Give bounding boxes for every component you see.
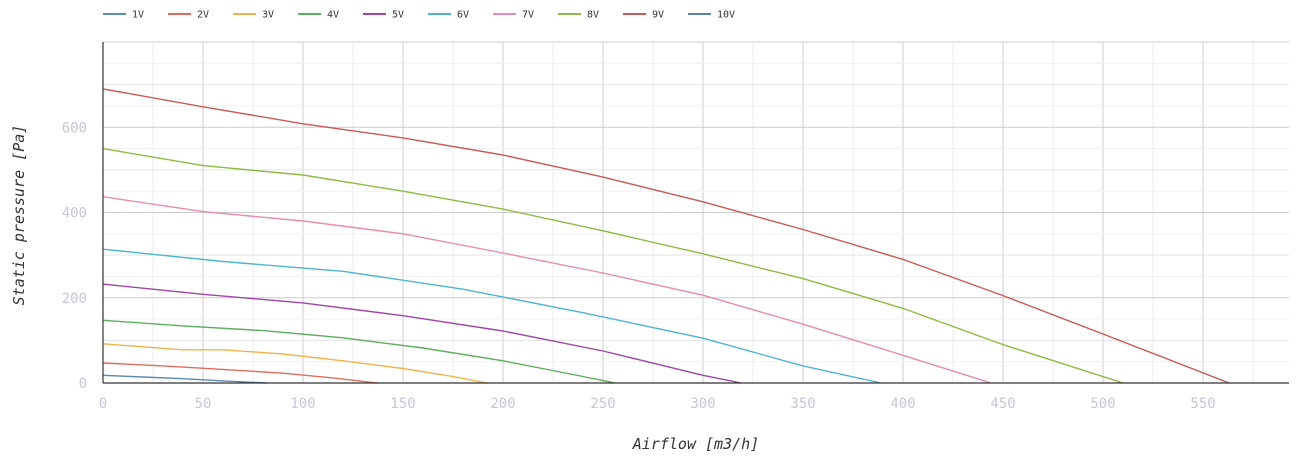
x-tick-label: 400 [890,396,915,412]
x-tick-label: 200 [490,396,515,412]
tick-labels: 0 50 100 150 200 250 300 350 400 450 500 550 0 200 400… [62,120,1216,412]
legend-label: 5V [392,10,404,21]
legend: 1V 2V 3V 4V 5V 6V 7V 8V 9V 10V [103,10,735,21]
legend-label: 9V [652,10,664,21]
series-line-4V [102,319,616,384]
legend-item-8V[interactable]: 8V [558,10,599,21]
axes [102,42,1289,384]
legend-label: 10V [717,10,735,21]
x-tick-label: 350 [790,396,815,412]
legend-label: 4V [327,10,339,21]
series-line-1V [102,374,268,384]
legend-item-5V[interactable]: 5V [363,10,404,21]
series-line-6V [102,248,882,384]
legend-label: 6V [457,10,469,21]
series-line-5V [102,283,742,384]
x-tick-label: 550 [1190,396,1215,412]
y-tick-label: 200 [62,291,87,307]
x-axis-title: Airflow [m3/h] [632,435,759,453]
series-line-7V [102,196,992,384]
legend-item-2V[interactable]: 2V [168,10,209,21]
legend-item-9V[interactable]: 9V [623,10,664,21]
series-line-8V [102,147,1124,384]
y-axis-title: Static pressure [Pa] [10,125,28,306]
legend-item-10V[interactable]: 10V [688,10,735,21]
x-tick-label: 150 [390,396,415,412]
legend-label: 8V [587,10,599,21]
x-tick-label: 100 [290,396,315,412]
x-tick-label: 450 [990,396,1015,412]
x-tick-label: 500 [1090,396,1115,412]
legend-label: 1V [132,10,144,21]
legend-label: 7V [522,10,534,21]
series-line-3V [102,343,488,384]
legend-item-6V[interactable]: 6V [428,10,469,21]
legend-item-1V[interactable]: 1V [103,10,144,21]
x-tick-label: 50 [195,396,212,412]
grid [102,41,1289,384]
x-tick-label: 0 [99,396,107,412]
legend-item-4V[interactable]: 4V [298,10,339,21]
x-tick-label: 300 [690,396,715,412]
x-tick-label: 250 [590,396,615,412]
y-tick-label: 600 [62,120,87,136]
series-line-2V [102,362,378,384]
series-lines [102,88,1230,384]
legend-item-3V[interactable]: 3V [233,10,274,21]
series-line-9V [102,88,1230,384]
legend-label: 2V [197,10,209,21]
legend-item-7V[interactable]: 7V [493,10,534,21]
y-tick-label: 400 [62,206,87,222]
legend-label: 3V [262,10,274,21]
y-tick-label: 0 [79,376,87,392]
